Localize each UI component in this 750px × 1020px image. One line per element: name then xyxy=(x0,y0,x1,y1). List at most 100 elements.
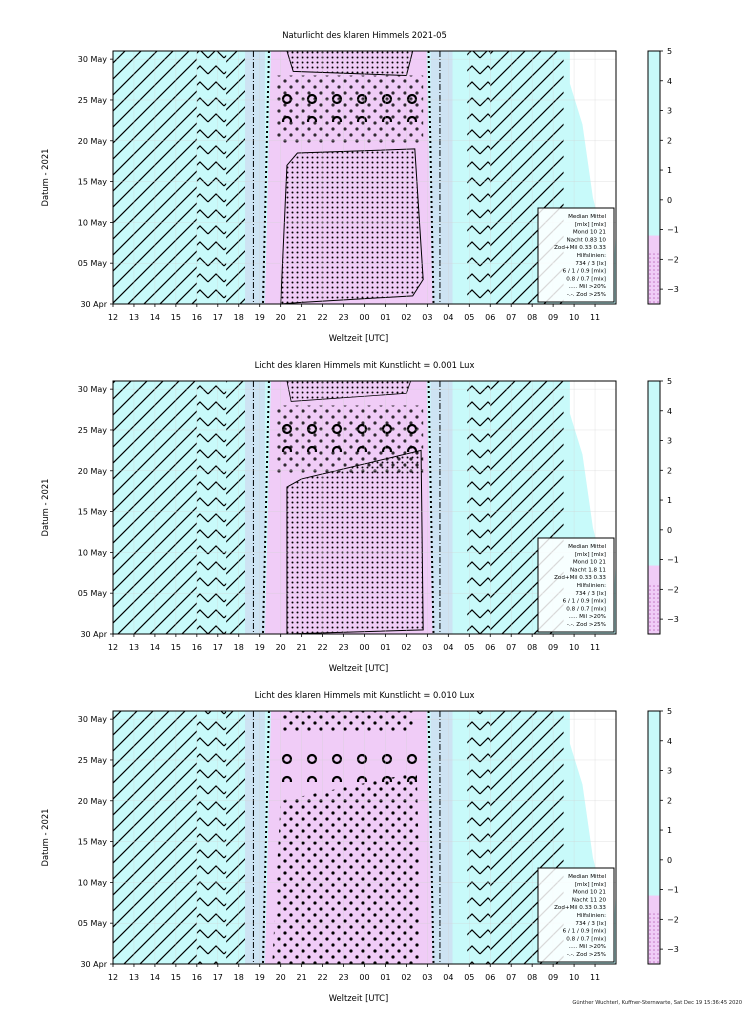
colorbar-tick-label: 5 xyxy=(667,377,672,386)
legend-line: Mond 10 21 xyxy=(573,560,607,566)
dense-dots-region xyxy=(286,449,424,635)
colorbar-dots xyxy=(648,583,660,634)
x-tick-label: 17 xyxy=(213,643,223,652)
y-tick-label: 30 Apr xyxy=(80,300,107,309)
colorbar-dots xyxy=(648,253,660,304)
colorbar-tick-label: 4 xyxy=(667,77,672,86)
y-tick-label: 30 May xyxy=(78,55,108,64)
x-tick-label: 18 xyxy=(234,973,244,982)
x-tick-label: 07 xyxy=(506,313,516,322)
x-tick-label: 08 xyxy=(527,313,537,322)
x-tick-label: 16 xyxy=(192,643,202,652)
colorbar-frame xyxy=(647,50,661,305)
blue-band-dusk xyxy=(245,51,265,304)
x-tick-label: 15 xyxy=(171,973,181,982)
colorbar-tick-label: −3 xyxy=(667,945,679,954)
colorbar-tick-label: 4 xyxy=(667,407,672,416)
x-tick-label: 02 xyxy=(401,313,411,322)
chevron-region-dawn xyxy=(467,381,491,634)
legend-line: 734 / 3 [lx] xyxy=(575,591,606,597)
colorbar-tick-label: 2 xyxy=(667,466,672,475)
legend-line: Hilfslinien: xyxy=(577,253,606,259)
x-tick-label: 18 xyxy=(234,313,244,322)
y-tick-label: 05 May xyxy=(78,919,108,928)
legend-line: [mlx] [mlx] xyxy=(575,552,606,558)
colorbar-tick-label: −1 xyxy=(667,886,679,895)
legend-line: 0.8 / 0.7 [mlx] xyxy=(566,606,606,612)
x-tick-label: 08 xyxy=(527,643,537,652)
colorbar-tick-label: 4 xyxy=(667,737,672,746)
x-tick-label: 15 xyxy=(171,643,181,652)
x-tick-label: 22 xyxy=(317,643,327,652)
x-tick-label: 06 xyxy=(485,643,495,652)
x-tick-label: 04 xyxy=(443,973,453,982)
chart-title: Licht des klaren Himmels mit Kunstlicht … xyxy=(255,690,475,700)
colorbar-dots xyxy=(648,913,660,964)
x-tick-label: 22 xyxy=(317,973,327,982)
chart-panel-3: Licht des klaren Himmels mit Kunstlicht … xyxy=(40,690,679,1003)
x-axis-label: Weltzeit [UTC] xyxy=(329,333,389,343)
legend-line: -.-. Zod >25% xyxy=(567,292,606,298)
y-tick-label: 10 May xyxy=(78,878,108,887)
legend-line: 0.8 / 0.7 [mlx] xyxy=(566,276,606,282)
x-tick-label: 13 xyxy=(129,643,139,652)
legend-line: Zod+Mil 0.33 0.33 xyxy=(554,905,606,911)
y-tick-label: 30 Apr xyxy=(80,630,107,639)
x-tick-label: 12 xyxy=(108,973,118,982)
x-tick-label: 23 xyxy=(338,313,348,322)
legend-line: Nacht 1.8 11 xyxy=(570,567,606,573)
y-tick-label: 30 Apr xyxy=(80,960,107,969)
x-tick-label: 21 xyxy=(297,643,307,652)
colorbar-tick-label: −1 xyxy=(667,226,679,235)
x-tick-label: 19 xyxy=(255,643,265,652)
x-tick-label: 16 xyxy=(192,973,202,982)
x-tick-label: 10 xyxy=(569,313,579,322)
colorbar-tick-label: 5 xyxy=(667,707,672,716)
legend-line: 0.8 / 0.7 [mlx] xyxy=(566,936,606,942)
legend-line: 6 / 1 / 0.9 [mlx] xyxy=(563,269,606,275)
y-tick-label: 15 May xyxy=(78,178,108,187)
x-tick-label: 11 xyxy=(590,643,600,652)
blue-band-dawn xyxy=(430,381,453,634)
chevron-region-dawn xyxy=(467,51,491,304)
x-tick-label: 21 xyxy=(297,973,307,982)
legend-line: Nacht 0.83 10 xyxy=(566,237,606,243)
legend-line: Mond 10 21 xyxy=(573,890,607,896)
y-tick-label: 05 May xyxy=(78,589,108,598)
chevron-region-dusk xyxy=(196,381,227,634)
mil-boundary-dawn xyxy=(427,710,435,965)
x-tick-label: 23 xyxy=(338,643,348,652)
colorbar-tick-label: 3 xyxy=(667,437,672,446)
legend-line: Nacht 11 20 xyxy=(572,897,607,903)
y-tick-label: 10 May xyxy=(78,548,108,557)
chart-panel-2: Licht des klaren Himmels mit Kunstlicht … xyxy=(40,360,679,673)
legend-line: Median Mittel xyxy=(568,874,606,880)
y-axis-label: Datum - 2021 xyxy=(40,149,50,207)
blue-band-dusk xyxy=(245,711,265,964)
x-tick-label: 06 xyxy=(485,313,495,322)
x-tick-label: 04 xyxy=(443,643,453,652)
legend-line: Zod+Mil 0.33 0.33 xyxy=(554,245,606,251)
mil-boundary-dusk xyxy=(261,380,270,635)
x-tick-label: 19 xyxy=(255,313,265,322)
legend-line: Median Mittel xyxy=(568,544,606,550)
x-tick-label: 09 xyxy=(548,313,558,322)
x-tick-label: 00 xyxy=(359,643,369,652)
y-tick-label: 20 May xyxy=(78,467,108,476)
x-tick-label: 20 xyxy=(276,313,286,322)
x-tick-label: 15 xyxy=(171,313,181,322)
x-tick-label: 14 xyxy=(150,973,160,982)
y-axis-label: Datum - 2021 xyxy=(40,809,50,867)
y-tick-label: 20 May xyxy=(78,137,108,146)
legend-box xyxy=(537,207,615,303)
x-tick-label: 03 xyxy=(422,313,432,322)
x-tick-label: 05 xyxy=(464,973,474,982)
legend-line: ..... Mil >20% xyxy=(568,284,606,290)
x-tick-label: 06 xyxy=(485,973,495,982)
x-tick-label: 07 xyxy=(506,643,516,652)
colorbar-tick-label: 0 xyxy=(667,856,672,865)
x-tick-label: 02 xyxy=(401,643,411,652)
chart-title: Naturlicht des klaren Himmels 2021-05 xyxy=(282,30,447,40)
x-tick-label: 05 xyxy=(464,313,474,322)
